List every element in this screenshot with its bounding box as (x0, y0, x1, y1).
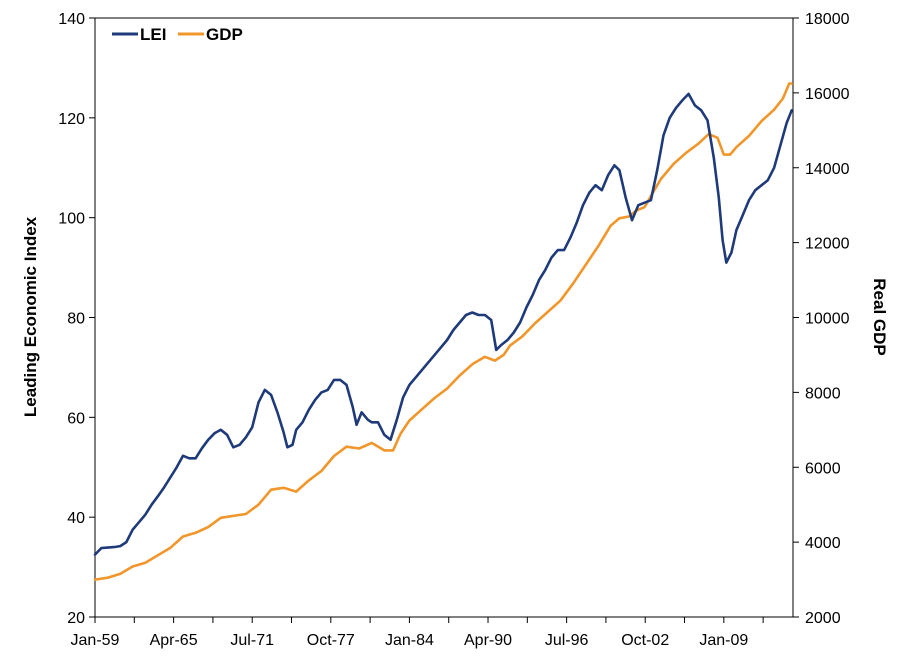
x-tick-label: Apr-65 (150, 632, 198, 649)
plot-frame (94, 17, 794, 618)
series-line-lei (93, 92, 793, 556)
x-tick-label: Jan-59 (71, 632, 120, 649)
legend-label-lei: LEI (140, 25, 166, 44)
left-y-tick-label: 60 (67, 410, 85, 427)
x-tick-label: Jul-96 (545, 632, 589, 649)
legend-label-gdp: GDP (206, 25, 243, 44)
x-tick-label: Jan-84 (385, 632, 434, 649)
right-y-tick-label: 6000 (805, 460, 841, 477)
series-line-gdp (93, 82, 793, 581)
series-lines (93, 82, 793, 581)
left-y-tick-label: 40 (67, 510, 85, 527)
right-y-tick-label: 16000 (805, 86, 850, 103)
x-tick-label: Jan-09 (699, 632, 748, 649)
left-y-tick-label: 20 (67, 610, 85, 627)
left-y-tick-label: 100 (58, 211, 85, 228)
left-y-tick-label: 140 (58, 11, 85, 28)
left-y-tick-label: 120 (58, 111, 85, 128)
right-y-tick-label: 12000 (805, 236, 850, 253)
left-y-tick-label: 80 (67, 311, 85, 328)
axes (89, 17, 799, 623)
right-y-tick-label: 18000 (805, 11, 850, 28)
x-tick-label: Oct-77 (307, 632, 355, 649)
x-tick-labels: Jan-59 Apr-65 Jul-71 Oct-77 Jan-84 Apr-90 Jul-… (71, 632, 749, 649)
legend: LEI GDP (112, 25, 243, 44)
right-axis-title: Real GDP (870, 278, 889, 355)
x-tick-label: Oct-02 (621, 632, 669, 649)
right-y-tick-label: 2000 (805, 610, 841, 627)
right-y-tick-label: 10000 (805, 311, 850, 328)
left-axis-title: Leading Economic Index (21, 216, 40, 417)
x-tick-label: Jul-71 (230, 632, 274, 649)
left-y-tick-labels: 20 40 60 80 100 120 140 (58, 11, 85, 627)
right-y-tick-label: 14000 (805, 161, 850, 178)
x-tick-label: Apr-90 (464, 632, 512, 649)
right-y-tick-label: 4000 (805, 535, 841, 552)
right-y-tick-labels: 2000 4000 6000 8000 10000 12000 14000 16000 1800… (805, 11, 850, 627)
right-y-tick-label: 8000 (805, 385, 841, 402)
